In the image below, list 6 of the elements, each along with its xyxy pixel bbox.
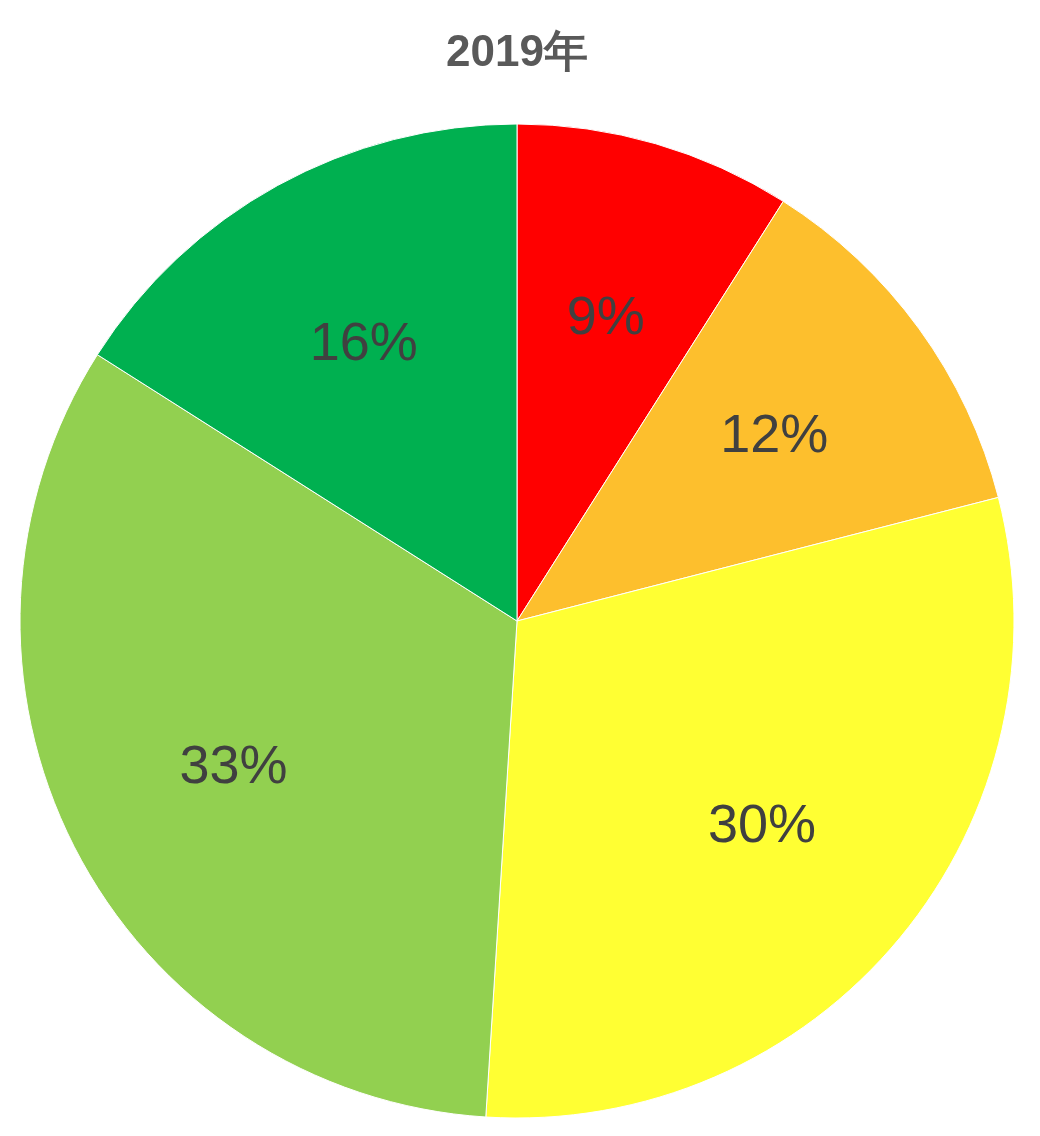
data-label: 30% [708, 792, 817, 853]
data-label: 33% [179, 734, 288, 795]
data-label: 9% [566, 284, 645, 345]
data-label: 12% [720, 403, 829, 464]
data-label: 16% [309, 311, 418, 372]
chart-title: 2019年 [446, 26, 588, 75]
